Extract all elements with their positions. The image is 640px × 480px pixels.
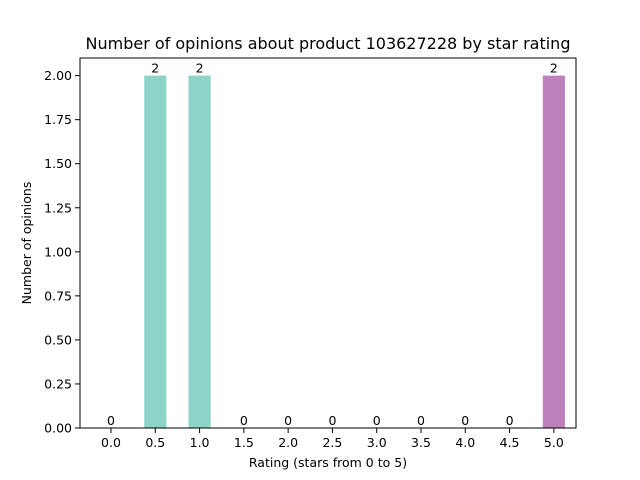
- x-tick-label-5.0: 5.0: [544, 435, 564, 450]
- y-tick-label-1.25: 1.25: [44, 200, 72, 215]
- bar-value-label-3.0: 0: [373, 413, 381, 428]
- bar-0.5: [144, 75, 167, 428]
- x-tick-label-3.5: 3.5: [411, 435, 431, 450]
- x-tick-label-1.0: 1.0: [190, 435, 210, 450]
- bar-value-label-2.5: 0: [328, 413, 336, 428]
- x-tick-label-1.5: 1.5: [234, 435, 254, 450]
- x-tick-label-0.5: 0.5: [145, 435, 165, 450]
- plot-frame: [79, 57, 577, 429]
- x-tick-label-2.5: 2.5: [322, 435, 342, 450]
- bar-value-label-3.5: 0: [417, 413, 425, 428]
- bar-value-label-2.0: 0: [284, 413, 292, 428]
- y-tick-label-0.00: 0.00: [44, 421, 72, 436]
- x-axis-label: Rating (stars from 0 to 5): [249, 455, 407, 470]
- bar-value-label-5.0: 2: [550, 61, 558, 76]
- bar-value-label-0.0: 0: [107, 413, 115, 428]
- y-tick-label-0.50: 0.50: [44, 332, 72, 347]
- bar-value-label-4.5: 0: [506, 413, 514, 428]
- y-axis: 0.00 0.25 0.50 0.75 1.00 1.25 1.50 1.75 2.00: [44, 68, 80, 436]
- y-tick-label-0.25: 0.25: [44, 376, 72, 391]
- y-tick-label-1.00: 1.00: [44, 244, 72, 259]
- y-axis-label: Number of opinions: [19, 182, 34, 305]
- x-axis: 0.0 0.5 1.0 1.5 2.0 2.5 3.0 3.5 4.0 4.5 5.0: [101, 428, 564, 450]
- bar-value-label-0.5: 2: [151, 61, 159, 76]
- bars-group: [144, 75, 565, 428]
- x-tick-label-4.5: 4.5: [500, 435, 520, 450]
- x-tick-label-2.0: 2.0: [278, 435, 298, 450]
- bar-value-label-1.5: 0: [240, 413, 248, 428]
- bar-labels-group: 0 2 2 0 0 0 0 0 0 0 2: [107, 61, 558, 428]
- y-tick-label-0.75: 0.75: [44, 288, 72, 303]
- x-tick-label-3.0: 3.0: [367, 435, 387, 450]
- y-tick-label-1.75: 1.75: [44, 112, 72, 127]
- bar-value-label-4.0: 0: [461, 413, 469, 428]
- bar-value-label-1.0: 2: [196, 61, 204, 76]
- y-tick-label-1.50: 1.50: [44, 156, 72, 171]
- bar-5.0: [542, 75, 565, 428]
- bar-1.0: [188, 75, 211, 428]
- chart-title: Number of opinions about product 1036272…: [86, 34, 571, 53]
- x-tick-label-4.0: 4.0: [455, 435, 475, 450]
- x-tick-label-0.0: 0.0: [101, 435, 121, 450]
- y-tick-label-2.00: 2.00: [44, 68, 72, 83]
